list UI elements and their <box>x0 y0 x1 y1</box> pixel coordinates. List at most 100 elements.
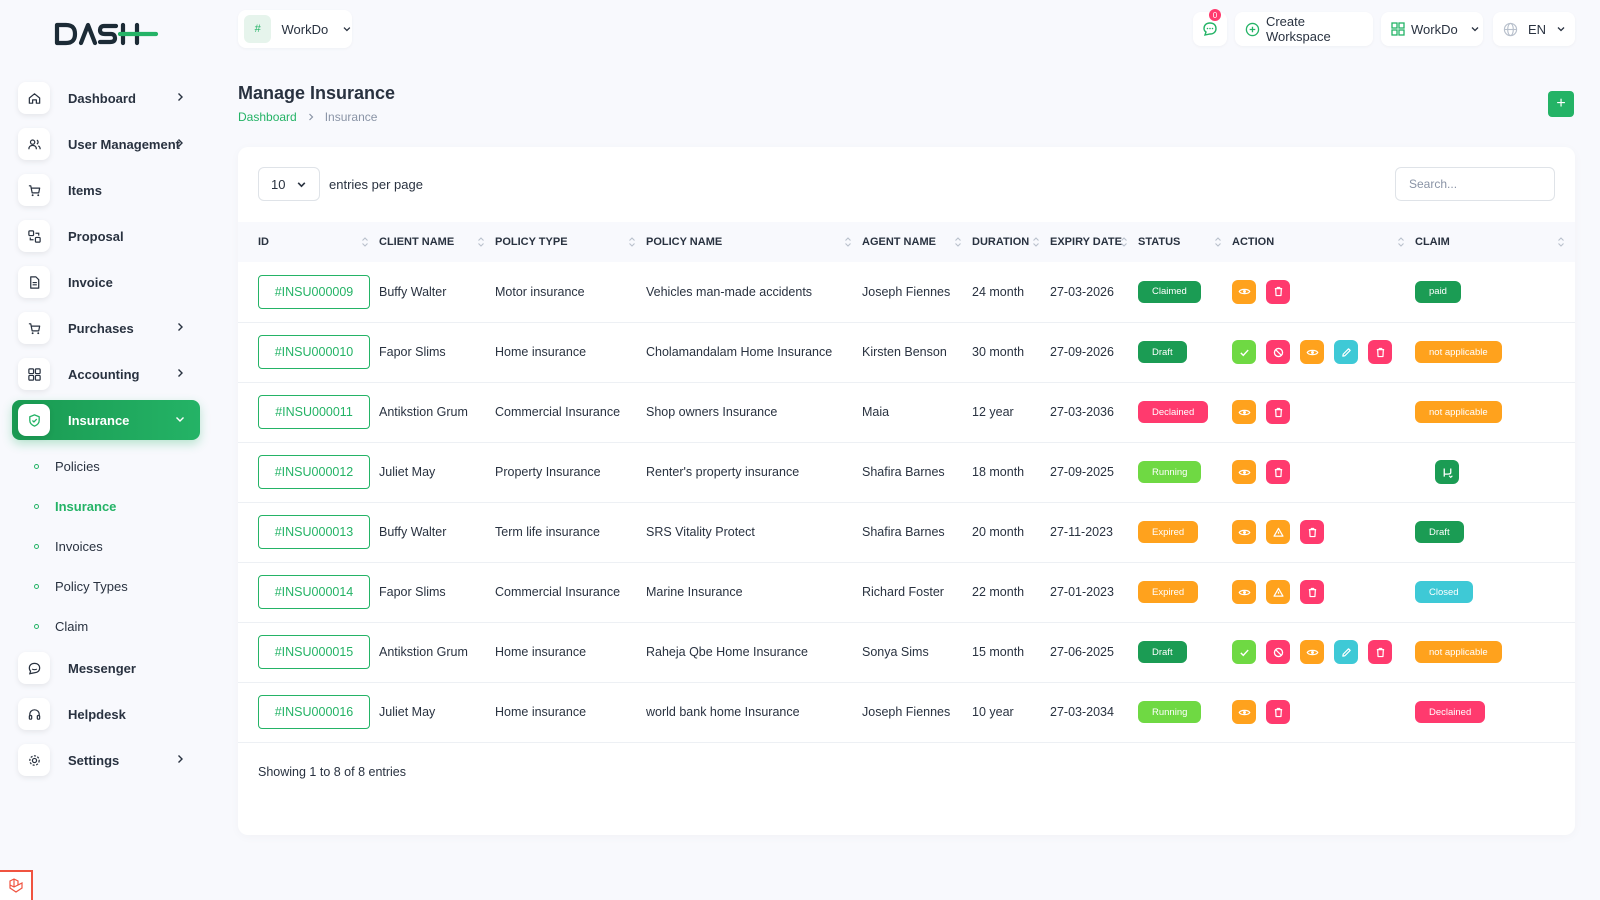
sort-icon <box>362 237 368 247</box>
sidebar-item-accounting[interactable]: Accounting <box>12 354 200 394</box>
approve-button[interactable] <box>1232 340 1256 364</box>
client-name: Antikstion Grum <box>379 405 468 419</box>
delete-button[interactable] <box>1266 279 1290 304</box>
approve-button[interactable] <box>1232 640 1256 664</box>
column-header-id[interactable]: ID <box>238 222 379 262</box>
submenu-item-label: Invoices <box>55 538 103 554</box>
delete-button[interactable] <box>1266 460 1290 484</box>
delete-button[interactable] <box>1266 700 1290 724</box>
status-badge: Draft <box>1138 641 1187 663</box>
create-workspace-button[interactable]: Create Workspace <box>1235 12 1373 46</box>
column-header-action[interactable]: ACTION <box>1232 222 1415 262</box>
sidebar-item-user-management[interactable]: User Management <box>12 124 200 164</box>
insurance-id-button[interactable]: #INSU000016 <box>258 695 370 729</box>
agent-name: Sonya Sims <box>862 645 929 659</box>
insurance-id-button[interactable]: #INSU000010 <box>258 335 370 369</box>
sidebar-item-items[interactable]: Items <box>12 170 200 210</box>
warning-button[interactable] <box>1266 580 1290 604</box>
view-button[interactable] <box>1300 640 1324 664</box>
insurance-table: ID CLIENT NAME POLICY TYPE POLICY NAME AGENT… <box>238 222 1575 743</box>
column-header-client-name[interactable]: CLIENT NAME <box>379 222 495 262</box>
sidebar-item-proposal[interactable]: Proposal <box>12 216 200 256</box>
search-input[interactable] <box>1395 167 1555 201</box>
bullet-icon <box>34 463 39 469</box>
sidebar-item-insurance[interactable]: Insurance <box>12 400 200 440</box>
claim-cell: paid <box>1415 262 1575 322</box>
table-row: #INSU000010 Fapor Slims Home insurance Chol… <box>238 322 1575 382</box>
sidebar-item-purchases[interactable]: Purchases <box>12 308 200 348</box>
delete-button[interactable] <box>1300 580 1324 604</box>
warning-button[interactable] <box>1266 520 1290 544</box>
create-claim-button[interactable] <box>1435 460 1459 484</box>
claim-badge: Closed <box>1415 581 1473 603</box>
sidebar-item-dashboard[interactable]: Dashboard <box>12 78 200 118</box>
eye-icon <box>1306 349 1318 355</box>
reject-button[interactable] <box>1266 640 1290 664</box>
policy-type: Commercial Insurance <box>495 585 621 599</box>
file-icon-wrap <box>18 266 50 298</box>
view-button[interactable] <box>1300 340 1324 364</box>
view-button[interactable] <box>1232 520 1256 544</box>
add-insurance-button[interactable]: + <box>1548 91 1574 117</box>
cart-icon <box>28 322 40 334</box>
view-button[interactable] <box>1232 279 1256 304</box>
insurance-id-button[interactable]: #INSU000011 <box>258 395 370 429</box>
trash-icon <box>1274 407 1282 417</box>
policy-name: Raheja Qbe Home Insurance <box>646 645 808 659</box>
workspace-switcher[interactable]: # WorkDo <box>238 10 352 48</box>
messages-button[interactable]: 0 <box>1193 9 1227 46</box>
language-select[interactable]: EN <box>1493 12 1575 46</box>
column-header-policy-type[interactable]: POLICY TYPE <box>495 222 646 262</box>
action-cell <box>1232 562 1415 622</box>
claim-badge: paid <box>1415 280 1461 303</box>
sort-icon <box>1398 237 1404 247</box>
insurance-id-button[interactable]: #INSU000014 <box>258 575 370 609</box>
dash-logo[interactable] <box>54 20 159 48</box>
duration: 10 year <box>972 705 1014 719</box>
action-cell <box>1232 442 1415 502</box>
submenu-item-policies[interactable]: Policies <box>32 446 200 486</box>
delete-button[interactable] <box>1368 340 1392 364</box>
proposal-icon <box>27 229 41 243</box>
column-header-expiry-date[interactable]: EXPIRY DATE <box>1050 222 1138 262</box>
insurance-id-button[interactable]: #INSU000009 <box>258 274 370 309</box>
sidebar-item-helpdesk[interactable]: Helpdesk <box>12 694 200 734</box>
breadcrumb-home-link[interactable]: Dashboard <box>238 110 297 124</box>
eye-icon <box>1238 529 1250 535</box>
sidebar-item-label: Accounting <box>68 366 140 382</box>
delete-button[interactable] <box>1368 640 1392 664</box>
column-header-status[interactable]: STATUS <box>1138 222 1232 262</box>
page-title: Manage Insurance <box>238 83 396 103</box>
insurance-id-button[interactable]: #INSU000012 <box>258 455 370 489</box>
entries-select[interactable]: 10 <box>258 167 320 201</box>
reject-button[interactable] <box>1266 340 1290 364</box>
view-button[interactable] <box>1232 700 1256 724</box>
column-header-agent-name[interactable]: AGENT NAME <box>862 222 972 262</box>
submenu-item-policy-types[interactable]: Policy Types <box>32 566 200 606</box>
sidebar-item-settings[interactable]: Settings <box>12 740 200 780</box>
expiry-date: 27-09-2025 <box>1050 465 1114 479</box>
column-header-claim[interactable]: CLAIM <box>1415 222 1575 262</box>
agent-name: Joseph Fiennes <box>862 705 951 719</box>
submenu-item-invoices[interactable]: Invoices <box>32 526 200 566</box>
delete-button[interactable] <box>1300 520 1324 544</box>
edit-button[interactable] <box>1334 340 1358 364</box>
trash-icon <box>1274 287 1282 297</box>
sidebar-item-invoice[interactable]: Invoice <box>12 262 200 302</box>
insurance-id-button[interactable]: #INSU000015 <box>258 635 370 669</box>
sidebar-item-label: Invoice <box>68 274 113 290</box>
insurance-id-button[interactable]: #INSU000013 <box>258 515 370 549</box>
column-header-duration[interactable]: DURATION <box>972 222 1050 262</box>
chat-icon-wrap <box>18 652 50 684</box>
delete-button[interactable] <box>1266 400 1290 424</box>
column-header-policy-name[interactable]: POLICY NAME <box>646 222 862 262</box>
submenu-item-claim[interactable]: Claim <box>32 606 200 646</box>
edit-button[interactable] <box>1334 640 1358 664</box>
sidebar-item-messenger[interactable]: Messenger <box>12 648 200 688</box>
view-button[interactable] <box>1232 460 1256 484</box>
submenu-item-insurance[interactable]: Insurance <box>32 486 200 526</box>
view-button[interactable] <box>1232 580 1256 604</box>
view-button[interactable] <box>1232 400 1256 424</box>
eye-icon <box>1238 469 1250 475</box>
workspace-menu-button[interactable]: WorkDo <box>1381 12 1483 46</box>
